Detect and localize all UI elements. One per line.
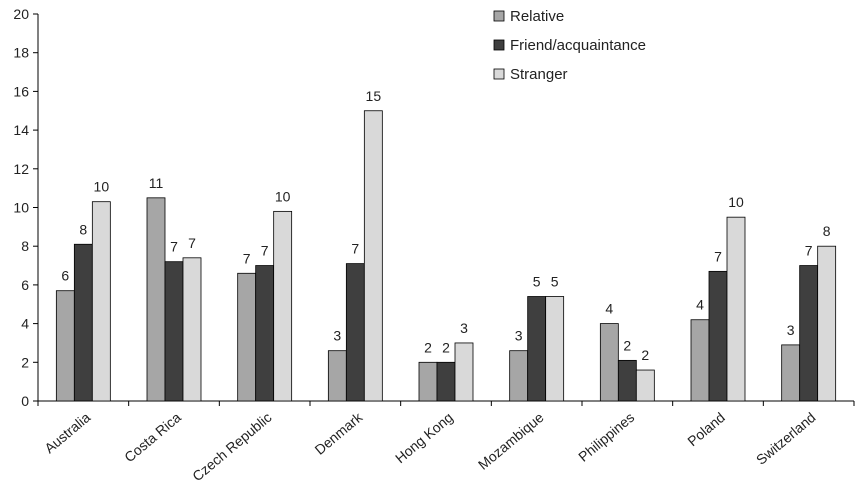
- legend: Relative Friend/acquaintance Stranger: [493, 8, 646, 83]
- bar-mozambique-friend-acquaintance: [527, 296, 547, 402]
- data-label: 2: [442, 339, 450, 355]
- bar-poland-relative: [690, 319, 710, 402]
- data-label: 3: [333, 328, 341, 344]
- x-category-label: Switzerland: [753, 409, 819, 468]
- bar-denmark-relative: [327, 350, 347, 402]
- data-label: 2: [641, 347, 649, 363]
- data-label: 5: [551, 274, 559, 290]
- x-category-label: Czech Republic: [189, 409, 274, 484]
- data-label: 10: [275, 188, 291, 204]
- x-category-label: Costa Rica: [121, 409, 184, 465]
- bar-czech-republic-relative: [237, 272, 257, 402]
- bar-switzerland-friend-acquaintance: [799, 265, 819, 402]
- bar-hong-kong-stranger: [454, 342, 474, 402]
- x-category-label: Hong Kong: [392, 409, 456, 466]
- bar-costa-rica-stranger: [182, 257, 202, 402]
- bar-costa-rica-relative: [146, 197, 166, 402]
- data-label: 7: [714, 248, 722, 264]
- x-category-label: Mozambique: [475, 409, 547, 473]
- bar-mozambique-stranger: [545, 296, 565, 402]
- data-label: 2: [424, 339, 432, 355]
- y-tick-label: 6: [21, 277, 29, 293]
- data-label: 10: [728, 194, 744, 210]
- bar-denmark-friend-acquaintance: [345, 263, 365, 402]
- data-label: 3: [787, 322, 795, 338]
- bar-poland-stranger: [726, 216, 746, 402]
- x-category-label: Denmark: [311, 408, 366, 457]
- data-label: 8: [79, 221, 87, 237]
- legend-swatch: [493, 68, 505, 80]
- bar-costa-rica-friend-acquaintance: [164, 261, 184, 402]
- bar-hong-kong-friend-acquaintance: [436, 361, 456, 402]
- bar-philippines-friend-acquaintance: [617, 359, 637, 402]
- bar-czech-republic-friend-acquaintance: [255, 265, 275, 402]
- y-tick-label: 18: [13, 45, 29, 61]
- data-label: 7: [261, 243, 269, 259]
- y-tick-label: 10: [13, 200, 29, 216]
- data-label: 7: [805, 243, 813, 259]
- y-tick-label: 8: [21, 238, 29, 254]
- legend-swatch: [493, 39, 505, 51]
- data-label: 7: [188, 235, 196, 251]
- bar-australia-relative: [55, 290, 75, 402]
- data-label: 15: [366, 88, 382, 104]
- x-category-label: Australia: [41, 409, 93, 456]
- y-tick-label: 2: [21, 354, 29, 370]
- bar-denmark-stranger: [363, 110, 383, 402]
- bar-poland-friend-acquaintance: [708, 270, 728, 402]
- bar-switzerland-relative: [781, 344, 801, 402]
- bar-czech-republic-stranger: [273, 210, 293, 402]
- data-label: 10: [94, 179, 110, 195]
- data-label: 4: [605, 301, 613, 317]
- y-tick-label: 4: [21, 316, 29, 332]
- bar-switzerland-stranger: [817, 245, 837, 402]
- data-label: 6: [61, 268, 69, 284]
- data-label: 7: [170, 239, 178, 255]
- data-label: 7: [351, 241, 359, 257]
- data-label: 3: [515, 328, 523, 344]
- data-label: 8: [823, 223, 831, 239]
- y-tick-label: 12: [13, 161, 29, 177]
- data-label: 11: [149, 175, 164, 191]
- y-tick-label: 16: [13, 83, 29, 99]
- bar-mozambique-relative: [509, 350, 529, 402]
- legend-swatch: [493, 10, 505, 22]
- bar-hong-kong-relative: [418, 361, 438, 402]
- bars: [55, 110, 837, 402]
- legend-label: Friend/acquaintance: [510, 37, 646, 54]
- y-tick-label: 0: [21, 393, 29, 409]
- data-label: 3: [460, 320, 468, 336]
- x-category-label: Philippines: [575, 409, 637, 465]
- legend-label: Stranger: [510, 66, 568, 83]
- bar-australia-stranger: [91, 201, 111, 402]
- y-tick-label: 14: [13, 122, 29, 138]
- data-label: 5: [533, 274, 541, 290]
- bar-philippines-stranger: [635, 369, 655, 402]
- data-label: 4: [696, 297, 704, 313]
- bar-philippines-relative: [599, 323, 619, 402]
- data-label: 2: [623, 337, 631, 353]
- bar-australia-friend-acquaintance: [73, 243, 93, 402]
- data-label: 7: [243, 250, 251, 266]
- x-category-label: Poland: [684, 409, 728, 449]
- legend-label: Relative: [510, 8, 564, 25]
- y-tick-label: 20: [13, 6, 29, 22]
